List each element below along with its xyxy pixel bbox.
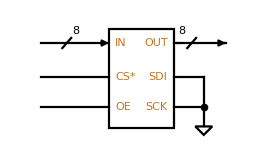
Text: SCK: SCK — [145, 102, 167, 112]
Text: SDI: SDI — [149, 72, 167, 82]
Text: 8: 8 — [72, 26, 79, 36]
Text: CS*: CS* — [115, 72, 136, 82]
Text: IN: IN — [115, 38, 127, 48]
Text: 8: 8 — [179, 26, 186, 36]
Text: OE: OE — [115, 102, 131, 112]
Bar — [109, 29, 174, 128]
Text: OUT: OUT — [144, 38, 167, 48]
